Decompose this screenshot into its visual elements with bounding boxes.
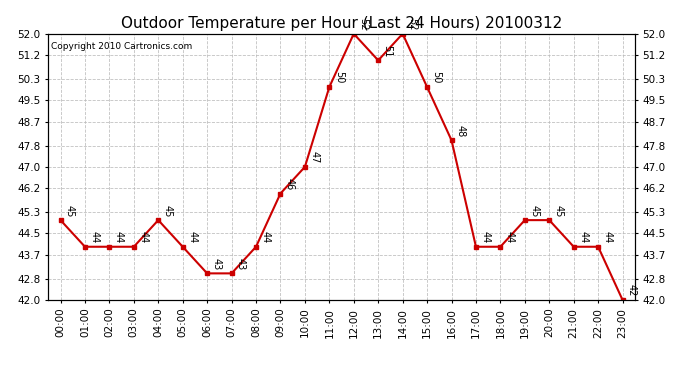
- Text: 44: 44: [578, 231, 588, 243]
- Text: 50: 50: [431, 71, 442, 84]
- Text: 52: 52: [407, 18, 417, 30]
- Text: 47: 47: [309, 151, 319, 164]
- Text: 43: 43: [212, 258, 221, 270]
- Text: 45: 45: [529, 204, 539, 217]
- Text: 44: 44: [260, 231, 270, 243]
- Text: 44: 44: [90, 231, 99, 243]
- Text: 52: 52: [358, 18, 368, 30]
- Text: 45: 45: [163, 204, 172, 217]
- Text: 43: 43: [236, 258, 246, 270]
- Text: 46: 46: [285, 178, 295, 190]
- Title: Outdoor Temperature per Hour (Last 24 Hours) 20100312: Outdoor Temperature per Hour (Last 24 Ho…: [121, 16, 562, 31]
- Text: 42: 42: [627, 284, 637, 297]
- Text: Copyright 2010 Cartronics.com: Copyright 2010 Cartronics.com: [51, 42, 193, 51]
- Text: 44: 44: [187, 231, 197, 243]
- Text: 44: 44: [505, 231, 515, 243]
- Text: 44: 44: [602, 231, 613, 243]
- Text: 44: 44: [114, 231, 124, 243]
- Text: 50: 50: [334, 71, 344, 84]
- Text: 44: 44: [138, 231, 148, 243]
- Text: 44: 44: [480, 231, 491, 243]
- Text: 48: 48: [456, 125, 466, 137]
- Text: 45: 45: [65, 204, 75, 217]
- Text: 51: 51: [383, 45, 393, 57]
- Text: 45: 45: [553, 204, 564, 217]
